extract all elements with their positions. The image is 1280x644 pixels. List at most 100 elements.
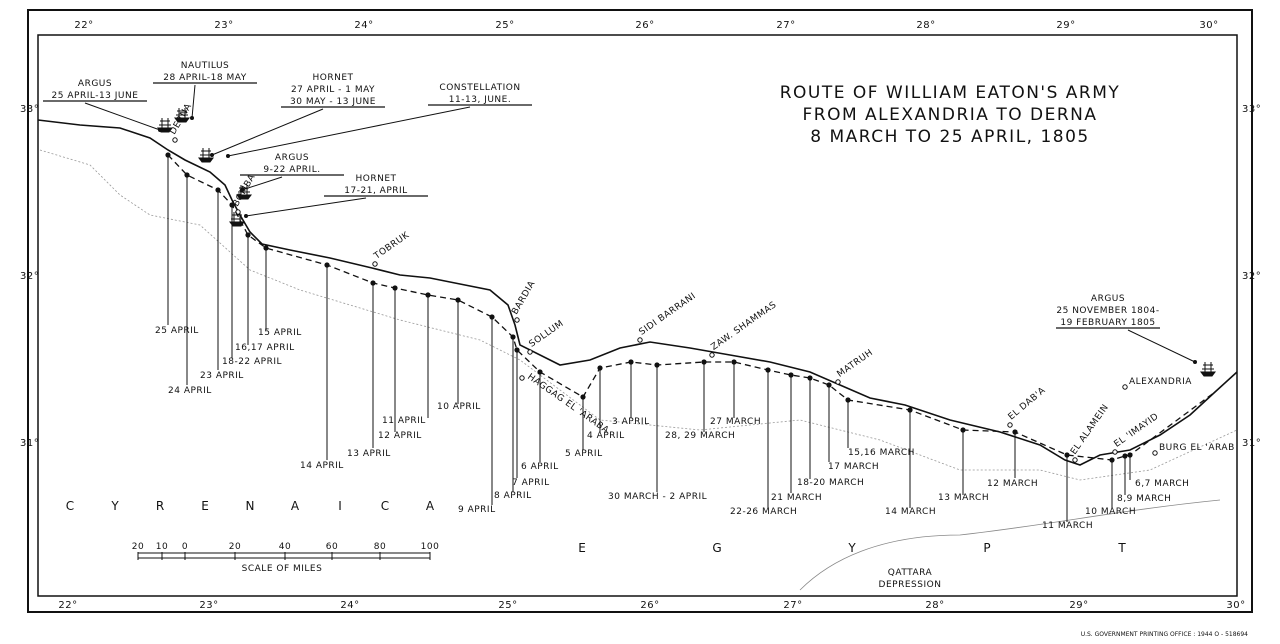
stop-label: 10 MARCH (1085, 507, 1136, 517)
stop-dot (1109, 457, 1115, 463)
stop-label: 10 APRIL (437, 402, 481, 412)
place-marker (172, 137, 178, 143)
stop-label: 7 APRIL (512, 478, 550, 488)
stop-label: 15 APRIL (258, 328, 302, 338)
stop-dot (960, 427, 966, 433)
stop-label: 24 APRIL (168, 386, 212, 396)
arrow (1127, 329, 1196, 363)
scale-tick-label: 20 (229, 542, 241, 552)
stop-dot (628, 359, 634, 365)
stop-dot (845, 397, 851, 403)
place-marker (637, 337, 643, 343)
arrow-head (190, 116, 194, 120)
stop-label: 17 MARCH (828, 462, 879, 472)
stop-label: 18-22 APRIL (222, 357, 282, 367)
stop-label: 14 APRIL (300, 461, 344, 471)
stop-label: 3 APRIL (612, 417, 650, 427)
place-name: TOBRUK (372, 230, 412, 262)
ship-name: ARGUS (1091, 294, 1125, 304)
arrow (84, 102, 161, 131)
title-line: 8 MARCH TO 25 APRIL, 1805 (810, 127, 1090, 147)
ship-dates: 9-22 APRIL. (263, 165, 320, 175)
ship-name: CONSTELLATION (439, 83, 520, 93)
stop-dot (215, 187, 221, 193)
stop-dot (324, 262, 330, 268)
region-letter: E (578, 541, 586, 555)
title-line: FROM ALEXANDRIA TO DERNA (803, 105, 1098, 125)
stop-label: 12 APRIL (378, 431, 422, 441)
stop-label: 27 MARCH (710, 417, 761, 427)
stop-label: 8,9 MARCH (1117, 494, 1171, 504)
longitude-label: 22° (58, 600, 77, 611)
region-letter: A (426, 499, 435, 513)
stop-dot (654, 362, 660, 368)
stop-label: 18-20 MARCH (797, 478, 864, 488)
scale-tick-label: 60 (326, 542, 338, 552)
stop-dot (510, 334, 516, 340)
stop-label: 4 APRIL (587, 431, 625, 441)
arrow (211, 108, 324, 156)
longitude-label: 28° (916, 20, 935, 31)
footer: U.S. GOVERNMENT PRINTING OFFICE : 1944 O… (1081, 631, 1248, 638)
region-letter: Y (110, 499, 119, 513)
longitude-label: 24° (340, 600, 359, 611)
place-name: BARDIA (510, 279, 537, 317)
arrow-head (226, 154, 230, 158)
longitude-label: 22° (74, 20, 93, 31)
outer-frame (27, 9, 1253, 613)
latitude-label: 31° (1242, 438, 1261, 449)
stop-label: 15,16 MARCH (848, 448, 915, 458)
longitude-label: 29° (1056, 20, 1075, 31)
stop-dot (1064, 452, 1070, 458)
ship-dates: 17-21, APRIL (344, 186, 407, 196)
stop-dot (184, 172, 190, 178)
place-name: MATRUH (836, 348, 876, 380)
stop-label: 13 APRIL (347, 449, 391, 459)
ship-name: NAUTILUS (181, 61, 230, 71)
depression-outline (799, 499, 1221, 591)
longitude-label: 27° (776, 20, 795, 31)
place-name: BURG EL 'ARAB (1159, 443, 1235, 453)
stop-dot (765, 367, 771, 373)
stop-label: 16,17 APRIL (235, 343, 295, 353)
inner-frame (37, 34, 1238, 597)
stop-label: 23 APRIL (200, 371, 244, 381)
latitude-label: 32° (1242, 271, 1261, 282)
arrow-head (1193, 360, 1197, 364)
title-line: ROUTE OF WILLIAM EATON'S ARMY (780, 83, 1121, 103)
ship-name: HORNET (312, 73, 353, 83)
latitude-label: 33° (1242, 104, 1261, 115)
scale-tick-label: 10 (156, 542, 168, 552)
place-name: BOMBA (231, 172, 258, 208)
place-name: EL ALAMEIN (1069, 403, 1111, 457)
ship-icon (157, 118, 173, 133)
stop-dot (245, 232, 251, 238)
place-name: ALEXANDRIA (1129, 377, 1192, 387)
place-marker (519, 375, 525, 381)
stop-dot (392, 285, 398, 291)
ship-icon (1200, 362, 1216, 377)
stop-label: 6 APRIL (521, 462, 559, 472)
place-name: EL 'IMAYID (1113, 412, 1161, 450)
stop-label: 28, 29 MARCH (665, 431, 735, 441)
ship-dates: 19 FEBRUARY 1805 (1060, 318, 1155, 328)
place-marker (527, 349, 533, 355)
stop-dot (1122, 453, 1128, 459)
longitude-label: 25° (495, 20, 514, 31)
region-letter: I (338, 499, 342, 513)
ship-icon (174, 108, 190, 123)
stop-dot (826, 382, 832, 388)
stop-label: 25 APRIL (155, 326, 199, 336)
stop-dot (701, 359, 707, 365)
stop-dot (1127, 452, 1133, 458)
region-letter: A (291, 499, 300, 513)
stop-label: 14 MARCH (885, 507, 936, 517)
ship-icon (236, 185, 252, 200)
place-marker (1152, 450, 1158, 456)
stop-label: 8 APRIL (494, 491, 532, 501)
region-letter: T (1117, 541, 1126, 555)
coastline (37, 119, 1238, 466)
scale-bar (137, 552, 431, 559)
place-marker (835, 379, 841, 385)
stop-dot (514, 347, 520, 353)
